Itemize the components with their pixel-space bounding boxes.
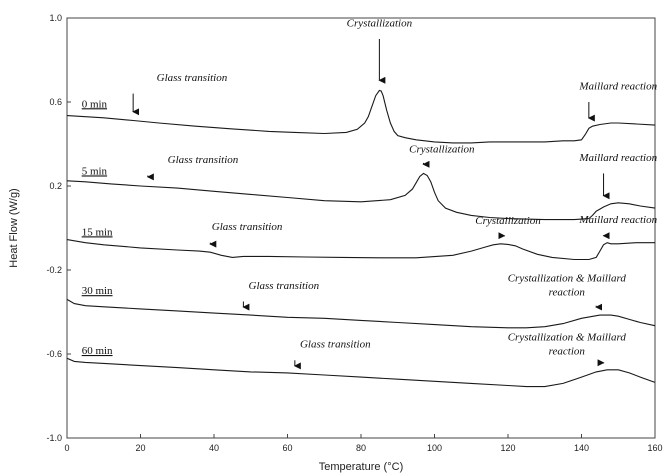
- annotation: Maillard reaction: [578, 80, 658, 122]
- annotation-text: Crystallization: [409, 143, 475, 155]
- annotations-layer: Glass transition Crystallization Maillard …: [132, 17, 658, 370]
- x-tick-label: 100: [427, 443, 442, 453]
- x-tick-label: 140: [574, 443, 589, 453]
- annotation-text: Crystallization & Maillard: [508, 273, 627, 285]
- annotation-text: Glass transition: [212, 221, 283, 233]
- curve-label: 0 min: [82, 98, 108, 110]
- y-tick-label: 1.0: [49, 13, 62, 23]
- x-axis-title: Temperature (°C): [319, 461, 403, 473]
- x-tick-label: 0: [64, 443, 69, 453]
- series-line-0-min: [66, 89, 656, 144]
- curve-label: 15 min: [82, 226, 113, 238]
- ticks-layer: 0 20 40 60 80 100 120 140 160 1.0 0.6 0.2 -0.2 -0.6 -1…: [46, 13, 662, 453]
- series-line-5-min: [66, 172, 656, 221]
- annotation-text: Crystallization: [347, 17, 413, 29]
- annotation: Glass transition: [132, 72, 228, 116]
- x-tick-label: 20: [135, 443, 145, 453]
- x-tick-label: 80: [356, 443, 366, 453]
- curve-label: 5 min: [82, 165, 108, 177]
- annotation: Crystallization: [475, 215, 541, 240]
- annotation: Glass transition: [242, 280, 320, 311]
- y-axis-title: Heat Flow (W/g): [8, 188, 20, 267]
- curve-label: 30 min: [82, 285, 113, 297]
- annotation-text: Glass transition: [300, 339, 371, 351]
- curve-labels-layer: 0 min 5 min 15 min 30 min 60 min: [82, 98, 113, 357]
- series-line-60-min: [66, 357, 656, 388]
- annotation: Crystallization: [409, 143, 475, 168]
- annotation-text: Maillard reaction: [578, 152, 657, 164]
- annotation-text: Crystallization: [475, 215, 541, 227]
- annotation: Crystallization & Maillard reaction: [508, 331, 627, 367]
- annotation-text: Glass transition: [157, 72, 228, 84]
- series-line-15-min: [66, 239, 655, 261]
- annotation: Glass transition: [146, 154, 239, 181]
- y-tick-label: 0.2: [49, 181, 62, 191]
- y-tick-label: -1.0: [46, 433, 62, 443]
- annotation: Crystallization: [347, 17, 413, 84]
- annotation: Maillard reaction: [578, 214, 658, 240]
- curve-label: 60 min: [82, 345, 113, 357]
- series-line-30-min: [66, 298, 656, 329]
- annotation-text: reaction: [549, 345, 586, 357]
- series-layer: [66, 89, 656, 388]
- annotation-text: Crystallization & Maillard: [508, 331, 627, 343]
- y-tick-label: -0.2: [46, 265, 62, 275]
- y-tick-label: -0.6: [46, 349, 62, 359]
- annotation: Glass transition: [209, 221, 283, 248]
- x-tick-label: 40: [209, 443, 219, 453]
- annotation: Crystallization & Maillard reaction: [508, 273, 627, 311]
- annotation: Glass transition: [293, 339, 371, 370]
- annotation-text: Glass transition: [168, 154, 239, 166]
- y-tick-label: 0.6: [49, 97, 62, 107]
- annotation-text: reaction: [549, 287, 586, 299]
- annotation-text: Maillard reaction: [578, 80, 657, 92]
- x-tick-label: 120: [500, 443, 515, 453]
- plot-frame: [66, 17, 656, 439]
- annotation-text: Glass transition: [249, 280, 320, 292]
- x-tick-label: 60: [282, 443, 292, 453]
- annotation: Maillard reaction: [578, 152, 658, 200]
- annotation-text: Maillard reaction: [578, 214, 657, 226]
- x-tick-label: 160: [647, 443, 662, 453]
